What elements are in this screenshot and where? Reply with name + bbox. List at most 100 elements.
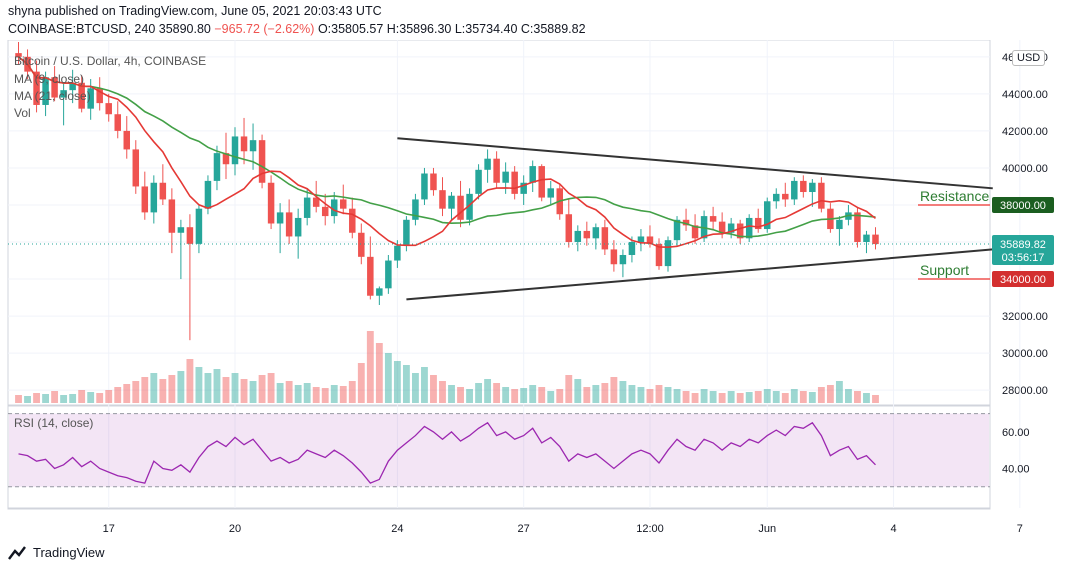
- y-tick-label: 30000.00: [1002, 348, 1048, 360]
- volume-bar: [96, 393, 104, 403]
- candle: [538, 164, 545, 202]
- trendline-upper: [397, 137, 993, 190]
- volume-bar: [24, 396, 31, 403]
- candle-body: [159, 182, 167, 200]
- volume-bar: [321, 388, 329, 403]
- candle: [114, 101, 121, 139]
- candle: [42, 71, 49, 117]
- candle: [863, 230, 870, 254]
- candle: [818, 177, 825, 213]
- volume-bar: [357, 363, 365, 403]
- candle: [763, 197, 771, 233]
- volume-bar: [249, 381, 257, 403]
- support-price-label-bg: [992, 271, 1054, 288]
- candle: [168, 188, 176, 254]
- volume-bar: [42, 394, 50, 403]
- candle-body: [150, 182, 158, 213]
- chart-svg[interactable]: 28000.0030000.0032000.0034000.0036000.00…: [0, 39, 1065, 573]
- candle-body: [628, 242, 636, 255]
- volume-bar: [150, 373, 158, 403]
- volume-bar: [186, 359, 194, 403]
- volume-bar: [727, 391, 735, 403]
- candle-body: [610, 249, 618, 265]
- candle: [782, 182, 789, 207]
- candle: [258, 134, 266, 189]
- candle: [294, 208, 302, 259]
- candle-body: [367, 256, 374, 296]
- volume-bar: [366, 331, 374, 403]
- currency-button[interactable]: USD: [1012, 50, 1046, 66]
- candle-body: [655, 243, 663, 267]
- last-price: 35890.80: [158, 22, 211, 36]
- volume-bar: [303, 383, 311, 403]
- candle: [502, 162, 509, 194]
- ma9-line: [18, 56, 876, 248]
- candle-body: [69, 82, 76, 91]
- candle-body: [565, 214, 573, 243]
- chart-area[interactable]: 28000.0030000.0032000.0034000.0036000.00…: [0, 39, 1065, 573]
- volume-bar: [123, 384, 131, 403]
- x-tick-label: 24: [391, 523, 403, 535]
- volume-bar: [682, 391, 690, 403]
- volume-bar: [556, 389, 564, 403]
- candle-body: [204, 180, 212, 209]
- volume-bar: [312, 387, 320, 403]
- candle: [60, 82, 67, 126]
- volume-bar: [231, 373, 239, 403]
- candle: [457, 180, 464, 228]
- candle-body: [60, 90, 67, 98]
- candle-body: [863, 234, 870, 243]
- candle-body: [818, 182, 825, 209]
- volume-bar: [781, 393, 789, 403]
- candle: [655, 238, 663, 270]
- candle-body: [782, 193, 789, 200]
- volume-bar: [330, 385, 338, 403]
- candle-body: [321, 206, 329, 217]
- candle: [773, 188, 780, 209]
- volume-bar: [213, 369, 221, 403]
- candle-body: [457, 195, 464, 220]
- main-pane-border: [7, 39, 991, 406]
- volume-bar: [384, 353, 392, 403]
- candle: [809, 179, 816, 207]
- candle: [493, 151, 500, 189]
- candle-body: [718, 221, 726, 233]
- candle: [150, 175, 158, 224]
- volume-bar: [520, 388, 528, 403]
- candle-body: [294, 217, 302, 237]
- candle-body: [502, 171, 509, 183]
- candle-body: [312, 197, 320, 207]
- candle-body: [42, 77, 49, 105]
- candle-body: [475, 169, 482, 194]
- rsi-pane-border: [7, 405, 991, 510]
- volume-bar: [565, 375, 573, 403]
- candle-body: [141, 186, 149, 213]
- volume-bar: [294, 385, 302, 403]
- candle-body: [709, 216, 717, 222]
- rsi-line: [18, 421, 876, 484]
- tradingview-logo[interactable]: TradingView: [8, 545, 105, 560]
- volume-bar: [574, 379, 582, 403]
- candle: [421, 167, 428, 205]
- candle: [376, 286, 383, 305]
- volume-bar: [375, 343, 383, 403]
- candle: [854, 206, 861, 248]
- candle: [123, 116, 131, 159]
- candle: [601, 219, 609, 255]
- legend-title: Bitcoin / U.S. Dollar, 4h, COINBASE: [14, 54, 207, 68]
- volume-bar: [339, 386, 347, 403]
- candle-body: [394, 245, 401, 261]
- candle-body: [800, 180, 807, 193]
- candle: [836, 216, 843, 246]
- volume-bar: [844, 389, 852, 403]
- candle: [520, 175, 527, 205]
- volume-bar: [159, 379, 167, 403]
- candle-body: [493, 158, 500, 183]
- candle: [574, 225, 582, 252]
- candle-body: [33, 71, 40, 105]
- volume-bar: [700, 389, 708, 403]
- x-tick-label: 20: [229, 523, 241, 535]
- candle-body: [132, 149, 140, 187]
- candle: [159, 164, 167, 205]
- candle: [565, 199, 573, 248]
